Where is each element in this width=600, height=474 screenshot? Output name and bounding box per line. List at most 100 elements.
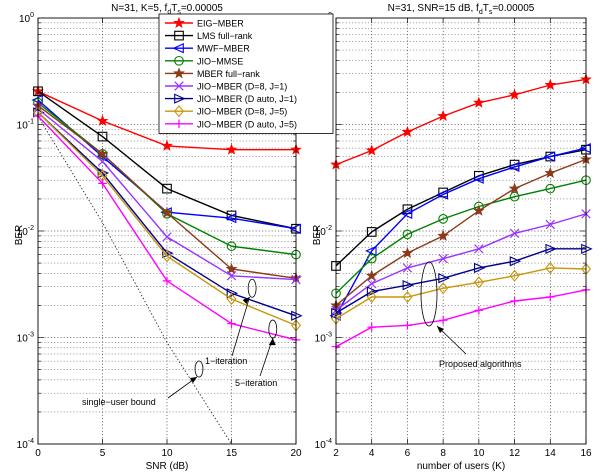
series-8 bbox=[330, 261, 592, 325]
data-point bbox=[226, 241, 237, 252]
data-point bbox=[366, 227, 377, 237]
arrow-head bbox=[268, 338, 276, 346]
data-point bbox=[402, 229, 413, 240]
legend-label: MBER full−rank bbox=[197, 69, 260, 79]
data-point bbox=[509, 269, 520, 282]
data-point bbox=[474, 244, 484, 254]
bound-line bbox=[38, 115, 232, 444]
x-tick-label: 2 bbox=[333, 448, 339, 459]
data-point bbox=[545, 261, 556, 275]
x-tick-label: 8 bbox=[440, 448, 446, 459]
x-tick-label: 12 bbox=[509, 448, 521, 459]
data-point bbox=[226, 288, 239, 299]
data-point bbox=[509, 228, 520, 239]
legend-marker bbox=[173, 67, 185, 79]
data-point bbox=[474, 306, 484, 315]
series-7 bbox=[33, 107, 303, 321]
data-point bbox=[545, 292, 555, 302]
legend-label: JIO−MMSE bbox=[197, 56, 243, 66]
legend-entry: EIG−MBER bbox=[165, 16, 244, 29]
legend-label: EIG−MBER bbox=[197, 19, 244, 29]
data-point bbox=[96, 114, 109, 126]
x-tick-label: 16 bbox=[580, 448, 592, 459]
legend-label: JIO−MBER (D auto, J=1) bbox=[197, 94, 297, 104]
data-point bbox=[544, 166, 557, 179]
data-point bbox=[365, 144, 378, 156]
data-point bbox=[437, 229, 449, 241]
x-tick-label: 10 bbox=[473, 448, 485, 459]
data-point bbox=[543, 151, 556, 162]
series-5 bbox=[330, 153, 592, 311]
data-point bbox=[507, 161, 520, 173]
chart-panel-2: 24681012141610010-110-210-310-4N=31, SNR… bbox=[312, 3, 593, 472]
data-point bbox=[98, 179, 107, 188]
data-point bbox=[509, 256, 522, 267]
series-line bbox=[38, 111, 296, 317]
data-point bbox=[438, 253, 448, 264]
data-point bbox=[403, 321, 412, 330]
series-line bbox=[38, 111, 296, 327]
data-point bbox=[438, 316, 448, 325]
series-line bbox=[336, 147, 586, 317]
data-point bbox=[436, 189, 448, 200]
arrow-head bbox=[242, 297, 250, 305]
y-axis-label: BER bbox=[14, 225, 25, 246]
x-tick-label: 10 bbox=[161, 448, 173, 459]
data-point bbox=[438, 273, 450, 284]
series-line bbox=[336, 248, 586, 314]
x-tick-label: 6 bbox=[405, 448, 411, 459]
y-tick-label: 10-1 bbox=[17, 119, 34, 132]
data-point bbox=[510, 296, 519, 306]
y-tick-label: 10-3 bbox=[315, 332, 332, 345]
data-point bbox=[545, 219, 556, 230]
data-point bbox=[545, 183, 556, 194]
data-point bbox=[97, 156, 108, 167]
data-point bbox=[401, 246, 414, 259]
data-point bbox=[581, 243, 593, 254]
legend-entry: JIO−MBER (D auto, J=1) bbox=[165, 93, 297, 104]
annotation-ellipse bbox=[420, 261, 438, 327]
x-axis-label: number of users (K) bbox=[417, 461, 505, 472]
data-point bbox=[402, 290, 413, 304]
data-point bbox=[366, 286, 379, 297]
legend-label: JIO−MBER (D auto, J=5) bbox=[197, 119, 297, 129]
x-tick-label: 20 bbox=[290, 448, 302, 459]
data-point bbox=[401, 125, 414, 137]
series-9 bbox=[331, 285, 591, 351]
data-point bbox=[400, 208, 413, 219]
data-point bbox=[366, 290, 377, 304]
legend-entry: LMS full−rank bbox=[165, 30, 253, 41]
x-axis-label: SNR (dB) bbox=[146, 461, 189, 472]
series-line bbox=[336, 179, 586, 294]
data-point bbox=[365, 245, 377, 257]
annotation-ellipse bbox=[194, 360, 204, 378]
data-point bbox=[96, 147, 109, 159]
chart-panel-1: 0 5 10 15 20 100 10-1 10-2 10-3 10-4 N=31, K=5, fd… bbox=[14, 3, 303, 472]
data-point bbox=[473, 204, 485, 216]
annotation-label: Proposed algorithms bbox=[439, 359, 522, 369]
axes-box bbox=[335, 17, 587, 445]
data-point bbox=[225, 262, 238, 274]
data-point bbox=[474, 262, 486, 274]
series-line bbox=[336, 289, 586, 348]
legend-entry: JIO−MBER (D auto, J=5) bbox=[165, 119, 297, 129]
data-point bbox=[438, 282, 449, 295]
data-point bbox=[331, 307, 343, 319]
annotation-label: 1−iteration bbox=[205, 356, 247, 366]
annotation-ellipse bbox=[247, 278, 257, 298]
data-point bbox=[225, 143, 238, 155]
x-tick-label: 14 bbox=[545, 448, 557, 459]
series-line bbox=[336, 267, 586, 320]
data-point bbox=[366, 253, 377, 264]
legend-entry: MWF−MBER bbox=[165, 43, 250, 54]
chart-title: N=31, SNR=15 dB, fdTs=0.00005 bbox=[388, 3, 535, 16]
legend-marker bbox=[173, 105, 185, 118]
x-tick-label: 15 bbox=[226, 448, 238, 459]
data-point bbox=[367, 322, 377, 332]
series-6 bbox=[331, 209, 591, 316]
series-line bbox=[336, 213, 586, 311]
series-line bbox=[38, 90, 296, 230]
data-point bbox=[544, 78, 557, 90]
data-point bbox=[473, 96, 485, 108]
